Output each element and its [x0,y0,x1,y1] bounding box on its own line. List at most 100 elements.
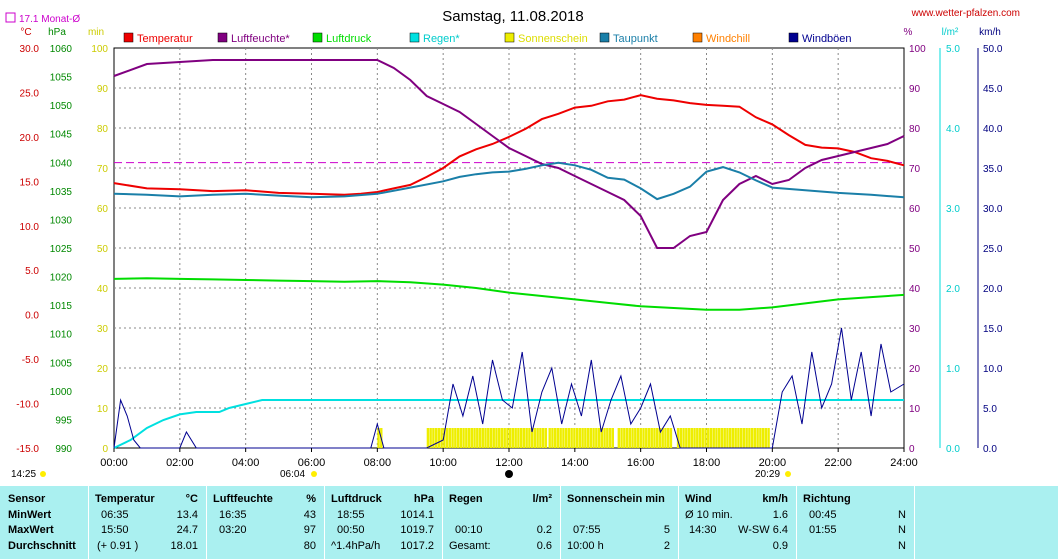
sunshine-bar [687,428,691,448]
sunshine-bar [484,428,487,448]
sunshine-bar [536,428,539,448]
sunshine-bar [656,428,659,448]
sunshine-bar [377,428,380,448]
sunshine-bar [682,428,685,448]
rain-tick-label: 0.0 [946,444,960,455]
sunshine-bar [745,428,748,448]
legend-label: Regen* [423,33,460,45]
wind-avg10-label: Ø 10 min. [685,509,733,521]
sunshine-bar [462,428,465,448]
sun-tick-label: 50 [97,244,109,255]
sunshine-bar [533,428,537,448]
wind-tick-label: 5.0 [983,404,997,415]
series-temperatur-line [113,94,905,196]
sunshine-bar [440,428,443,448]
sun-tick-label: 30 [97,324,109,335]
humidity-axis-unit: % [904,27,913,38]
sunshine-bar [528,428,531,448]
dir-header: Richtung [803,493,851,505]
hum-unit: % [306,493,316,505]
sunshine-bar [715,428,718,448]
rain-total-label: Gesamt: [449,540,491,552]
wind-unit: km/h [762,493,788,505]
press-unit: hPa [413,493,434,505]
rain-unit: l/m² [532,493,552,505]
sunshine-bar [511,428,515,448]
dir-max-val: N [898,524,906,536]
sun-tick-label: 10 [97,404,109,415]
sunshine-bar [728,428,732,448]
humidity-tick-label: 10 [909,404,921,415]
legend-swatch [409,32,420,43]
pressure-tick-label: 1030 [50,215,73,226]
dir-avg-val: N [898,540,906,552]
sunshine-bar [690,428,693,448]
sunshine-bar [489,428,493,448]
stats-col-humidity: Luftfeuchte % 16:35 43 03:20 97 80 [206,486,324,559]
temp-tick-label: 25.0 [20,88,40,99]
sun-tick-label: 60 [97,204,109,215]
press-avg-val: 1017.2 [400,540,434,552]
sunshine-bar [567,428,571,448]
legend-swatch [312,32,323,43]
sunshine-bar [448,428,452,448]
stats-col-temp: Temperatur °C 06:35 13.4 15:50 24.7 (+ 0… [88,486,206,559]
temp-unit: °C [185,493,198,505]
time-tick-label: 12:00 [495,457,523,469]
pressure-tick-label: 1060 [50,44,73,55]
sun-tick-label: 0 [102,444,108,455]
wind-tick-label: 20.0 [983,284,1003,295]
rain-tick-label: 4.0 [946,124,960,135]
rain-max-time: 00:10 [455,524,483,536]
legend-swatch [217,32,228,43]
weather-chart: Samstag, 11.08.2018 www.wetter-pfalzen.c… [5,8,1020,480]
press-min-val: 1014.1 [400,509,434,521]
website-link[interactable]: www.wetter-pfalzen.com [911,8,1020,19]
sunshine-bar [631,428,634,448]
dir-max-time: 01:55 [809,524,837,536]
sunshine-bar [445,428,449,448]
stats-col-sunshine: Sonnenschein min 07:55 5 10:00 h 2 [560,486,678,559]
temp-tick-label: -10.0 [16,400,39,411]
sunshine-bar [551,428,554,448]
statistics-table: Sensor MinWert MaxWert Durchschnitt Temp… [0,486,1058,559]
pressure-tick-label: 1020 [50,273,73,284]
rain-tick-label: 1.0 [946,364,960,375]
sunshine-bar [517,428,520,448]
row-label-avg: Durchschnitt [8,540,76,552]
sun-max-time: 07:55 [573,524,601,536]
sunshine-bar [603,428,606,448]
monthly-avg-marker-icon [5,12,16,23]
wind-tick-label: 30.0 [983,204,1003,215]
legend-swatch [504,32,515,43]
left-axes: °C 30.0 25.0 20.0 15.0 10.0 5.0 0.0 -5.0 -10.0 -15… [16,27,108,455]
sunshine-bar [679,428,683,448]
sunshine-bar [443,428,446,448]
legend-label: Temperatur [137,33,193,45]
wind-tick-label: 15.0 [983,324,1003,335]
sunshine-bar [564,428,568,448]
sunshine-bar [606,428,609,448]
stats-col-rain: Regen l/m² 00:10 0.2 Gesamt: 0.6 [442,486,560,559]
humidity-tick-label: 100 [909,44,926,55]
time-tick-label: 08:00 [364,457,392,469]
sun-max-val: 5 [663,524,670,536]
stats-col-sensor: Sensor MinWert MaxWert Durchschnitt [0,486,88,559]
legend: Temperatur Luftfeuchte* Luftdruck Regen* Son… [123,32,852,45]
sunshine-bar [639,428,642,448]
noon-icon [505,470,513,478]
sunshine-bar [586,428,590,448]
sunshine-bar [589,428,593,448]
pressure-tick-label: 1045 [50,130,73,141]
sunshine-bar [685,428,688,448]
legend-label: Windböen [802,33,852,45]
wind-tick-label: 45.0 [983,84,1003,95]
legend-label: Luftfeuchte* [231,33,290,45]
sun-events: 14:25 06:04 20:29 [11,469,791,480]
sunshine-bar [570,428,573,448]
sunshine-bar [470,428,473,448]
sunshine-bar [693,428,696,448]
sunshine-bar [473,428,476,448]
rain-tick-label: 5.0 [946,44,960,55]
sunshine-bar [437,428,441,448]
